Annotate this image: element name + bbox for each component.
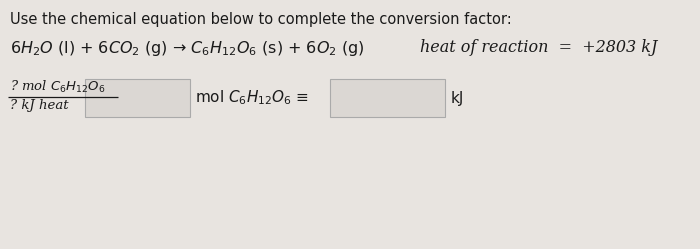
FancyBboxPatch shape: [85, 79, 190, 117]
Text: kJ: kJ: [451, 90, 464, 106]
Text: ? mol $C_6H_{12}O_6$: ? mol $C_6H_{12}O_6$: [10, 79, 106, 95]
FancyBboxPatch shape: [330, 79, 445, 117]
Text: Use the chemical equation below to complete the conversion factor:: Use the chemical equation below to compl…: [10, 12, 512, 27]
Text: ? kJ heat: ? kJ heat: [10, 99, 69, 112]
Text: heat of reaction  =  +2803 kJ: heat of reaction = +2803 kJ: [420, 39, 657, 56]
Text: mol $C_6H_{12}O_6$ ≡: mol $C_6H_{12}O_6$ ≡: [195, 89, 309, 107]
Text: $6H_2O$ (l) + $6CO_2$ (g) → $C_6H_{12}O_6$ (s) + $6O_2$ (g): $6H_2O$ (l) + $6CO_2$ (g) → $C_6H_{12}O_…: [10, 39, 365, 58]
